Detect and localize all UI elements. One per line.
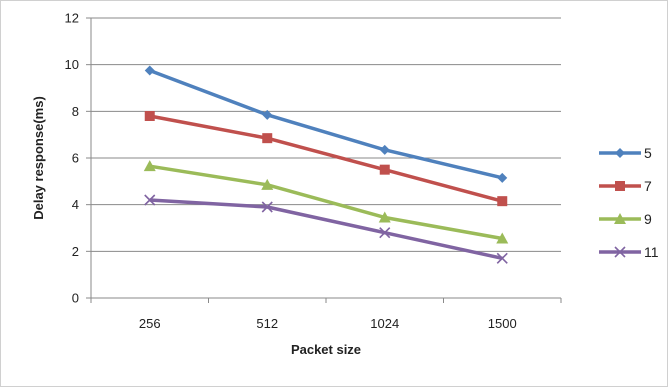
series-5 xyxy=(144,65,508,183)
axes xyxy=(86,17,562,303)
series-9 xyxy=(143,160,509,244)
data-point-diamond xyxy=(262,109,273,120)
legend-label: 5 xyxy=(644,145,652,161)
y-tick-label: 8 xyxy=(72,104,79,119)
data-point-diamond xyxy=(379,144,390,155)
data-point-diamond xyxy=(144,65,155,76)
y-tick-label: 6 xyxy=(72,151,79,166)
series-group xyxy=(143,65,509,264)
gridlines xyxy=(91,17,561,252)
legend-label: 11 xyxy=(644,244,659,260)
legend-label: 7 xyxy=(644,178,652,194)
data-point-x xyxy=(496,252,508,264)
series-7 xyxy=(144,111,508,207)
y-tick-labels: 0 2 4 6 8 10 12 xyxy=(65,11,79,306)
data-point-square xyxy=(497,196,508,207)
legend-item-5: 5 xyxy=(599,145,652,161)
y-tick-label: 2 xyxy=(72,244,79,259)
data-point-square xyxy=(144,111,155,121)
legend-item-7: 7 xyxy=(599,178,652,194)
x-tick-label: 512 xyxy=(256,316,278,331)
series-11 xyxy=(144,194,508,264)
x-axis-title: Packet size xyxy=(291,342,361,357)
x-tick-label: 1500 xyxy=(488,316,517,331)
legend-label: 9 xyxy=(644,211,652,227)
data-point-x xyxy=(261,201,273,213)
series-line xyxy=(149,68,503,180)
series-line xyxy=(149,198,503,261)
data-point-square xyxy=(615,181,625,191)
data-point-x xyxy=(144,194,156,206)
series-line xyxy=(149,114,503,203)
y-tick-label: 0 xyxy=(72,291,79,306)
series-line xyxy=(149,164,503,241)
data-point-x xyxy=(379,227,391,239)
y-axis-title: Delay response(ms) xyxy=(31,96,46,220)
legend-item-11: 11 xyxy=(599,244,659,260)
data-point-triangle xyxy=(143,160,156,172)
data-point-x xyxy=(614,246,626,258)
data-point-triangle xyxy=(378,211,391,223)
legend-item-9: 9 xyxy=(599,211,652,227)
y-tick-label: 10 xyxy=(65,57,79,72)
x-tick-label: 1024 xyxy=(370,316,399,331)
data-point-square xyxy=(379,164,390,175)
data-point-triangle xyxy=(496,232,509,244)
y-tick-label: 4 xyxy=(72,197,79,212)
legend: 5 7 9 11 xyxy=(599,145,659,260)
x-tick-label: 256 xyxy=(139,316,161,331)
data-point-diamond xyxy=(497,172,508,183)
data-point-triangle xyxy=(614,213,626,224)
y-tick-label: 12 xyxy=(65,11,79,26)
data-point-square xyxy=(262,133,273,144)
data-point-diamond xyxy=(615,148,625,158)
x-tick-labels: 256 512 1024 1500 xyxy=(139,316,517,331)
data-point-triangle xyxy=(261,178,274,190)
